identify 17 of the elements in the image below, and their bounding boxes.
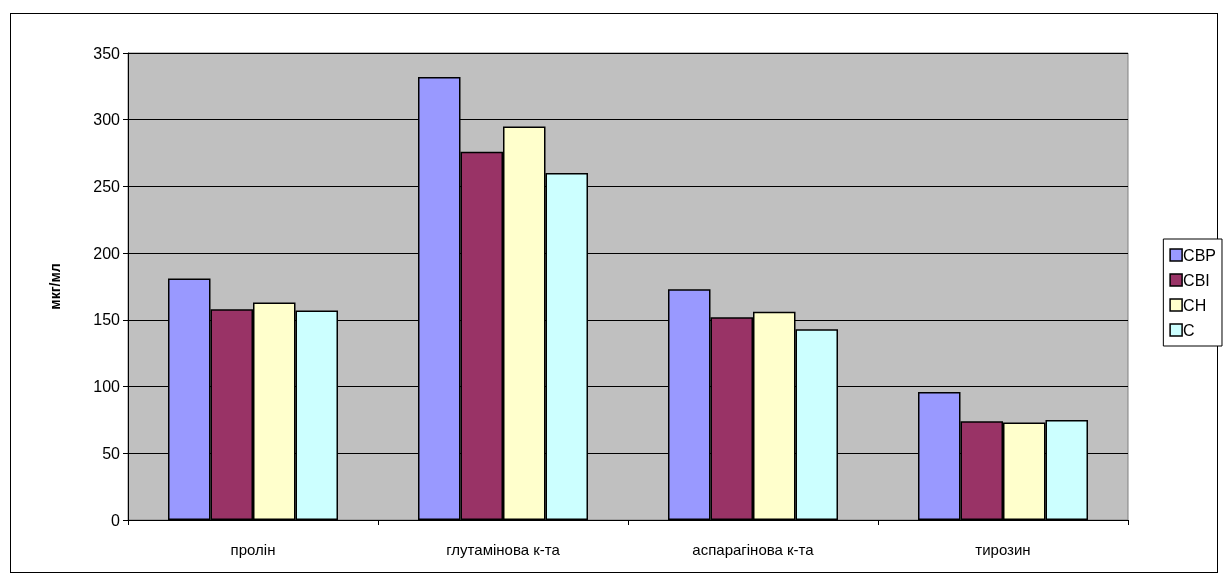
y-tick-label: 250	[93, 177, 121, 195]
y-tick-label: 100	[93, 378, 121, 396]
y-tick-label: 350	[93, 44, 121, 62]
legend-label: СН	[1183, 296, 1207, 314]
x-tick-label: пролін	[230, 541, 276, 558]
y-tick-label: 150	[93, 311, 121, 329]
y-tick-label: 200	[93, 244, 121, 262]
legend-label: С	[1183, 321, 1195, 339]
x-tick-label: глутамінова к-та	[446, 541, 561, 558]
legend-label: СВР	[1183, 246, 1217, 264]
x-tick-label: тирозин	[975, 541, 1031, 558]
x-tick-label: аспарагінова к-та	[692, 541, 815, 558]
y-tick-label: 50	[102, 444, 121, 462]
legend-label: СВІ	[1183, 271, 1210, 289]
y-tick-label: 0	[111, 511, 121, 529]
y-axis-title: мкг/мл	[47, 263, 63, 310]
y-tick-label: 300	[93, 111, 121, 129]
